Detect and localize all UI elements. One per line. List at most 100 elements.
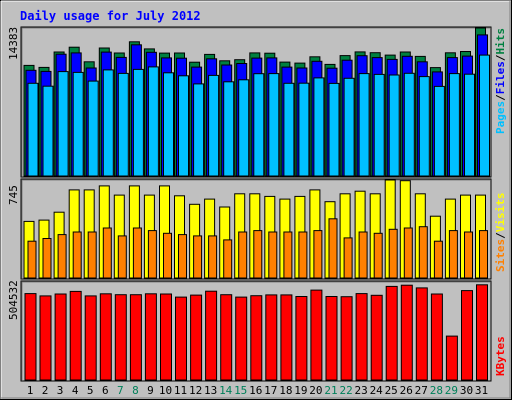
x-tick-label-27: 27: [415, 384, 428, 397]
bar-kbytes-day-21: [325, 296, 338, 381]
x-tick-label-18: 18: [279, 384, 292, 397]
x-tick-label-7: 7: [117, 384, 124, 397]
chart-marks: 1 2 3 4 5 6 7 8 9 10 11 12 13 14 15 16 17 18 19 20 21 22 23 24 2…: [23, 27, 490, 397]
bar-kbytes-day-6: [99, 293, 112, 381]
bar-pages-day-29: [448, 73, 460, 177]
bar-sites-day-30: [464, 231, 473, 279]
bar-pages-day-11: [178, 75, 189, 177]
x-tick-label-2: 2: [42, 384, 49, 397]
bar-pages-day-23: [358, 73, 370, 177]
bar-sites-day-21: [328, 218, 338, 279]
bar-pages-day-30: [464, 73, 475, 177]
bar-sites-day-15: [238, 231, 248, 279]
bar-sites-day-31: [479, 230, 488, 279]
x-tick-label-28: 28: [430, 384, 443, 397]
bar-sites-day-17: [268, 231, 278, 279]
bar-sites-day-27: [418, 226, 428, 279]
legend-visits: Visits: [494, 193, 507, 233]
bar-sites-day-7: [117, 235, 127, 279]
bar-kbytes-day-12: [190, 294, 203, 381]
x-tick-label-16: 16: [249, 384, 262, 397]
x-tick-label-8: 8: [132, 384, 139, 397]
x-tick-label-5: 5: [87, 384, 94, 397]
x-tick-label-26: 26: [400, 384, 413, 397]
bar-sites-day-19: [298, 231, 308, 279]
y-tick-hits: 14383: [7, 27, 20, 60]
bar-pages-day-22: [343, 77, 355, 177]
bar-pages-day-18: [283, 82, 295, 177]
bar-sites-day-5: [87, 231, 97, 279]
x-tick-label-17: 17: [264, 384, 277, 397]
x-tick-label-9: 9: [147, 384, 154, 397]
x-tick-label-11: 11: [174, 384, 187, 397]
bar-kbytes-day-13: [205, 290, 218, 381]
legend-hits: Hits: [494, 28, 507, 55]
bar-pages-day-20: [313, 77, 325, 177]
x-tick-label-22: 22: [339, 384, 352, 397]
bar-sites-day-1: [27, 240, 37, 279]
bar-kbytes-day-4: [69, 290, 82, 381]
bar-kbytes-day-25: [385, 285, 398, 381]
x-tick-label-23: 23: [354, 384, 367, 397]
bar-sites-day-16: [253, 230, 263, 279]
bar-kbytes-day-29: [445, 335, 458, 381]
bar-pages-day-27: [418, 76, 430, 177]
x-tick-label-3: 3: [57, 384, 64, 397]
bar-pages-day-28: [433, 85, 445, 177]
bar-pages-day-5: [87, 80, 99, 177]
legend-sites: Sites: [494, 239, 507, 272]
legend-pages: Pages: [494, 101, 507, 134]
bar-pages-day-16: [253, 73, 265, 177]
x-tick-label-1: 1: [27, 384, 34, 397]
bar-sites-day-6: [102, 227, 112, 279]
bar-kbytes-day-11: [175, 296, 187, 381]
bar-sites-day-23: [358, 231, 368, 279]
bar-sites-day-18: [283, 231, 293, 279]
bar-pages-day-25: [388, 74, 400, 177]
bar-pages-day-1: [27, 82, 39, 177]
bar-pages-day-14: [223, 81, 235, 177]
bar-pages-day-9: [147, 66, 159, 177]
x-tick-label-10: 10: [159, 384, 172, 397]
bar-sites-day-24: [373, 232, 383, 279]
bar-pages-day-19: [298, 82, 310, 177]
bar-kbytes-day-30: [461, 290, 473, 381]
bar-pages-day-17: [268, 73, 280, 177]
x-tick-label-31: 31: [475, 384, 488, 397]
bar-kbytes-day-23: [355, 293, 368, 381]
bar-sites-day-25: [388, 228, 398, 279]
bar-sites-day-9: [147, 230, 157, 279]
chart-title: Daily usage for July 2012: [20, 9, 201, 23]
bar-sites-day-10: [163, 232, 172, 279]
bar-pages-day-13: [208, 74, 220, 177]
legend-visits-panel: Sites/Visits: [494, 193, 507, 273]
bar-pages-day-3: [57, 71, 69, 177]
legend-kbytes: KBytes: [494, 336, 507, 376]
bar-pages-day-26: [403, 72, 415, 177]
bar-kbytes-day-20: [310, 289, 323, 381]
bar-pages-day-8: [132, 68, 144, 177]
y-tick-kbytes: 504532: [7, 280, 20, 320]
bar-sites-day-8: [132, 227, 142, 279]
x-tick-label-4: 4: [72, 384, 79, 397]
bar-sites-day-28: [433, 240, 443, 279]
bar-sites-day-29: [448, 230, 458, 279]
bar-pages-day-4: [72, 71, 84, 177]
bar-sites-day-26: [403, 227, 413, 279]
bar-kbytes-day-14: [220, 294, 233, 381]
legend-hits-panel: Pages/Files/Hits: [494, 28, 507, 134]
x-tick-label-24: 24: [370, 384, 384, 397]
x-tick-label-25: 25: [385, 384, 398, 397]
x-tick-label-20: 20: [309, 384, 322, 397]
bar-kbytes-day-24: [370, 294, 383, 381]
bar-kbytes-day-1: [24, 293, 37, 381]
bar-pages-day-2: [42, 85, 54, 177]
x-tick-label-12: 12: [189, 384, 202, 397]
bar-kbytes-day-31: [476, 284, 488, 381]
legend-files: Files: [494, 61, 507, 94]
bar-pages-day-15: [238, 79, 250, 177]
bar-sites-day-14: [223, 239, 233, 279]
bar-sites-day-4: [72, 231, 82, 279]
